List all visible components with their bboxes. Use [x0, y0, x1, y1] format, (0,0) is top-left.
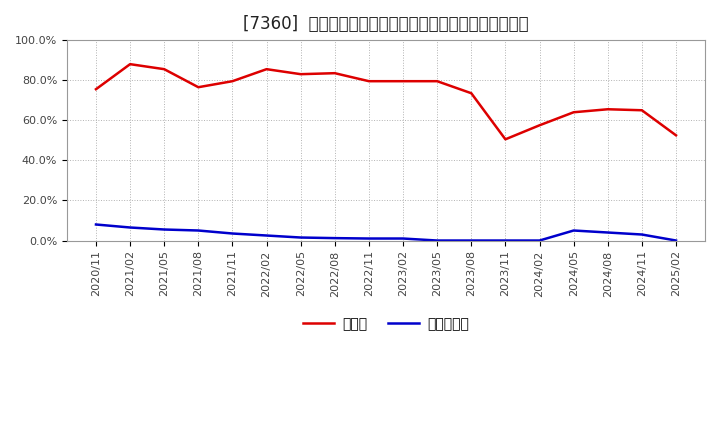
現顔金: [570, 110, 578, 115]
有利子負債: [637, 232, 646, 237]
現顔金: [433, 79, 441, 84]
有利子負債: [262, 233, 271, 238]
有利子負債: [364, 236, 373, 241]
現顔金: [194, 84, 202, 90]
現顔金: [160, 66, 168, 72]
有利子負債: [297, 235, 305, 240]
有利子負債: [91, 222, 100, 227]
有利子負債: [672, 238, 680, 243]
現顔金: [262, 66, 271, 72]
Line: 有利子負債: 有利子負債: [96, 224, 676, 241]
有利子負債: [501, 238, 510, 243]
Title: [7360]  現顔金、有利子負債の総資産に対する比率の推移: [7360] 現顔金、有利子負債の総資産に対する比率の推移: [243, 15, 528, 33]
現顔金: [228, 79, 237, 84]
有利子負債: [194, 228, 202, 233]
現顔金: [501, 137, 510, 142]
現顔金: [364, 79, 373, 84]
有利子負債: [570, 228, 578, 233]
有利子負債: [535, 238, 544, 243]
現顔金: [535, 123, 544, 128]
有利子負債: [126, 225, 135, 230]
現顔金: [330, 70, 339, 76]
現顔金: [467, 91, 476, 96]
有利子負債: [399, 236, 408, 241]
現顔金: [637, 108, 646, 113]
現顔金: [399, 79, 408, 84]
有利子負債: [330, 235, 339, 241]
現顔金: [297, 72, 305, 77]
Legend: 現顔金, 有利子負債: 現顔金, 有利子負債: [297, 312, 474, 337]
有利子負債: [160, 227, 168, 232]
現顔金: [91, 87, 100, 92]
有利子負債: [467, 238, 476, 243]
有利子負債: [433, 238, 441, 243]
有利子負債: [603, 230, 612, 235]
現顔金: [672, 133, 680, 138]
現顔金: [126, 62, 135, 67]
Line: 現顔金: 現顔金: [96, 64, 676, 139]
有利子負債: [228, 231, 237, 236]
現顔金: [603, 106, 612, 112]
